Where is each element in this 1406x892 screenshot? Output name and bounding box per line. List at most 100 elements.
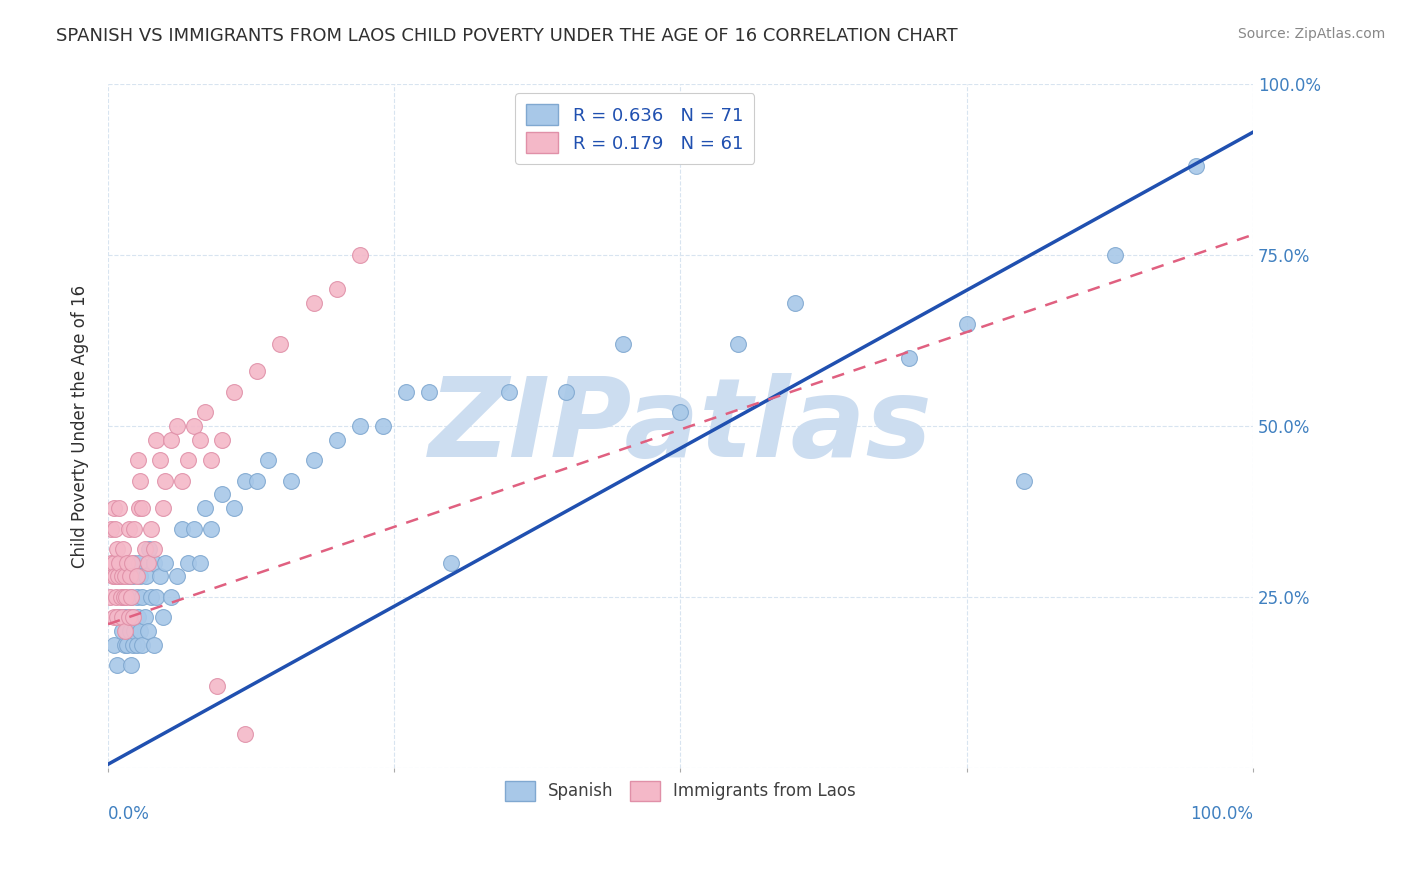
Point (104, 522, 127, 536)
Point (898, 351, 921, 365)
Point (114, 610, 136, 624)
Point (172, 474, 194, 488)
Point (111, 569, 134, 583)
Point (103, 638, 125, 652)
Point (302, 453, 325, 467)
Point (117, 569, 139, 583)
Point (110, 590, 132, 604)
Point (200, 453, 222, 467)
Point (131, 501, 153, 516)
Point (783, 296, 806, 310)
Point (418, 384, 440, 399)
Point (142, 542, 165, 557)
Point (117, 638, 139, 652)
Point (121, 610, 143, 624)
Point (111, 542, 134, 557)
Point (183, 522, 205, 536)
Point (128, 501, 150, 516)
Point (124, 624, 146, 638)
Point (280, 474, 302, 488)
Point (100, 522, 122, 536)
Point (125, 569, 148, 583)
Point (127, 610, 149, 624)
Point (120, 658, 142, 673)
Point (349, 248, 371, 262)
Point (166, 569, 188, 583)
Legend: Spanish, Immigrants from Laos: Spanish, Immigrants from Laos (498, 774, 863, 807)
Point (222, 501, 245, 516)
Point (349, 419, 371, 434)
Point (103, 610, 125, 624)
Point (114, 569, 136, 583)
Point (194, 501, 217, 516)
Point (194, 405, 217, 419)
Point (145, 433, 167, 447)
Point (124, 556, 146, 570)
Point (135, 569, 157, 583)
Point (205, 679, 228, 693)
Point (152, 610, 174, 624)
Point (114, 624, 136, 638)
Point (125, 638, 148, 652)
Point (142, 556, 165, 570)
Point (138, 542, 160, 557)
Point (120, 590, 142, 604)
Point (211, 433, 233, 447)
Point (142, 638, 165, 652)
Y-axis label: Child Poverty Under the Age of 16: Child Poverty Under the Age of 16 (72, 285, 89, 567)
Point (166, 419, 188, 434)
Point (222, 384, 245, 399)
Point (105, 590, 128, 604)
Point (160, 590, 183, 604)
Point (117, 522, 139, 536)
Text: Source: ZipAtlas.com: Source: ZipAtlas.com (1237, 27, 1385, 41)
Point (136, 556, 159, 570)
Point (108, 556, 131, 570)
Text: ZIPatlas: ZIPatlas (429, 373, 932, 480)
Point (131, 638, 153, 652)
Point (612, 337, 634, 351)
Point (103, 556, 125, 570)
Point (121, 556, 143, 570)
Point (117, 610, 139, 624)
Point (141, 522, 163, 536)
Point (129, 474, 152, 488)
Point (326, 282, 349, 296)
Text: 0.0%: 0.0% (108, 805, 150, 823)
Point (118, 569, 141, 583)
Point (104, 569, 127, 583)
Point (148, 569, 170, 583)
Point (440, 556, 463, 570)
Point (120, 590, 142, 604)
Point (125, 590, 148, 604)
Point (200, 522, 222, 536)
Point (111, 624, 134, 638)
Point (188, 556, 211, 570)
Point (105, 658, 128, 673)
Point (103, 501, 125, 516)
Point (177, 556, 200, 570)
Point (1012, 474, 1035, 488)
Point (188, 433, 211, 447)
Point (128, 556, 150, 570)
Point (129, 624, 152, 638)
Point (134, 610, 156, 624)
Point (160, 433, 183, 447)
Point (127, 453, 149, 467)
Point (172, 522, 194, 536)
Point (134, 542, 156, 557)
Point (155, 474, 177, 488)
Point (956, 317, 979, 331)
Point (152, 501, 174, 516)
Point (155, 556, 177, 570)
Point (124, 522, 146, 536)
Text: SPANISH VS IMMIGRANTS FROM LAOS CHILD POVERTY UNDER THE AGE OF 16 CORRELATION CH: SPANISH VS IMMIGRANTS FROM LAOS CHILD PO… (56, 27, 957, 45)
Point (269, 337, 291, 351)
Point (498, 384, 520, 399)
Point (105, 542, 128, 557)
Point (108, 501, 131, 516)
Point (235, 726, 257, 740)
Point (111, 610, 134, 624)
Point (326, 433, 349, 447)
Point (148, 453, 170, 467)
